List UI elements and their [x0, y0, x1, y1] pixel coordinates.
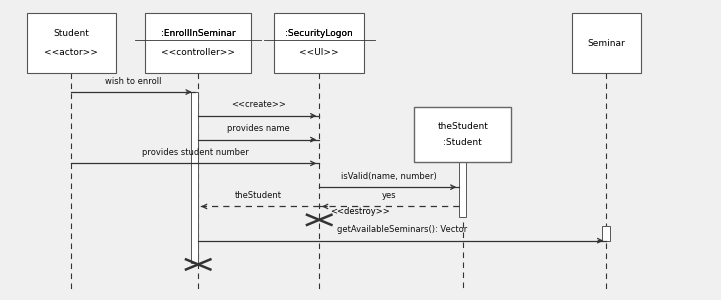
Text: :SecurityLogon: :SecurityLogon — [286, 29, 353, 38]
Bar — [274, 13, 364, 73]
Text: :Student: :Student — [443, 138, 482, 147]
Text: provides name: provides name — [227, 124, 290, 133]
Bar — [459, 162, 466, 217]
Bar — [572, 13, 640, 73]
Text: Seminar: Seminar — [588, 38, 625, 47]
Text: theStudent: theStudent — [438, 122, 488, 130]
Text: yes: yes — [382, 191, 397, 200]
Text: :EnrollInSeminar: :EnrollInSeminar — [161, 29, 236, 38]
Bar — [602, 226, 611, 241]
Text: :EnrollInSeminar: :EnrollInSeminar — [161, 29, 236, 38]
Bar — [191, 92, 198, 263]
Text: provides student number: provides student number — [142, 148, 249, 157]
Text: <<UI>>: <<UI>> — [299, 48, 339, 57]
Text: <<actor>>: <<actor>> — [45, 48, 98, 57]
Text: :SecurityLogon: :SecurityLogon — [286, 29, 353, 38]
Text: wish to enroll: wish to enroll — [105, 76, 162, 85]
Text: isValid(name, number): isValid(name, number) — [341, 172, 437, 181]
Text: <<destroy>>: <<destroy>> — [330, 207, 390, 216]
Text: <<controller>>: <<controller>> — [162, 48, 235, 57]
Bar — [415, 107, 511, 162]
Bar — [145, 13, 252, 73]
Text: theStudent: theStudent — [235, 191, 282, 200]
Text: getAvailableSeminars(): Vector: getAvailableSeminars(): Vector — [337, 225, 467, 234]
Text: <<create>>: <<create>> — [231, 100, 286, 109]
Text: Student: Student — [53, 29, 89, 38]
Bar — [27, 13, 116, 73]
